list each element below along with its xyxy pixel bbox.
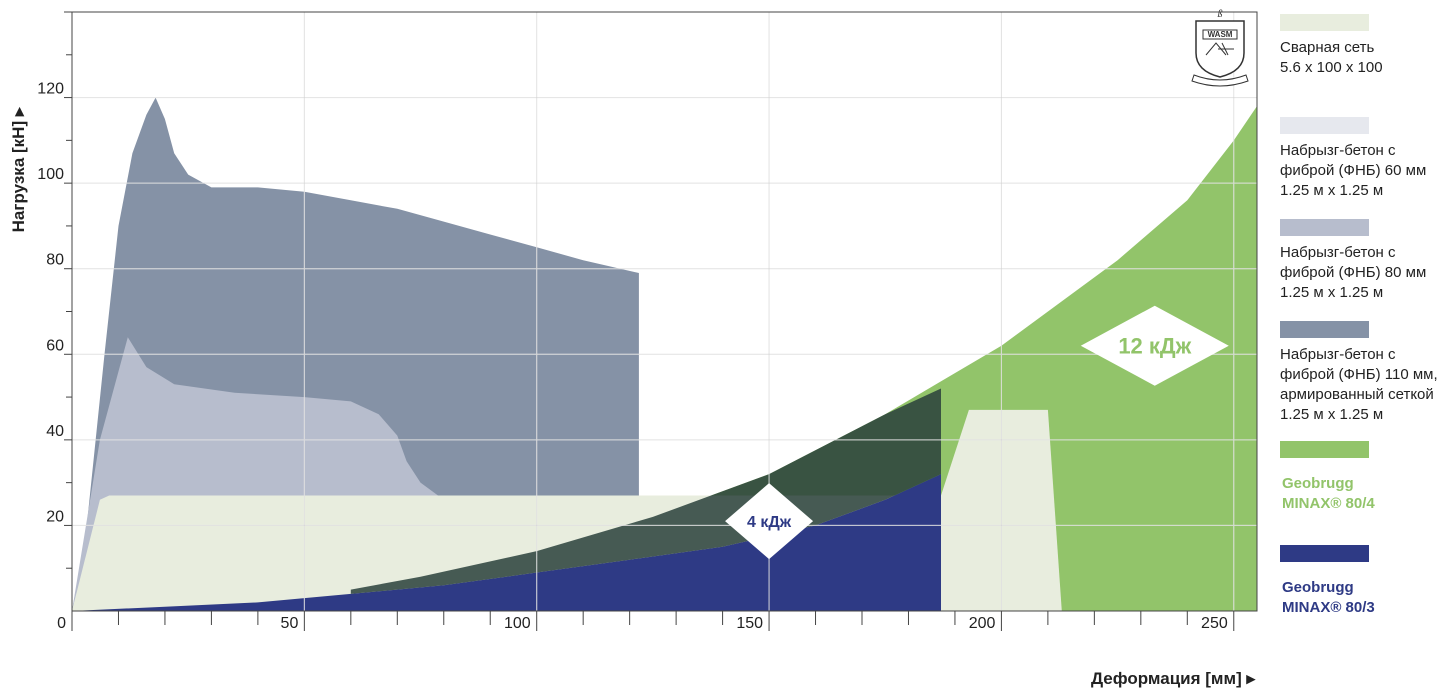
legend-item-minax3: Geobrugg MINAX® 80/3 [1280, 545, 1452, 618]
x-tick-label: 200 [969, 615, 996, 632]
legend-label-line: 1.25 м x 1.25 м [1280, 406, 1384, 423]
legend-item-fnb60: Набрызг-бетон с фиброй (ФНБ) 60 мм 1.25 м … [1280, 117, 1452, 201]
legend-label: Набрызг-бетон с фиброй (ФНБ) 80 мм 1.25 м … [1280, 243, 1452, 303]
legend-swatch [1280, 441, 1369, 458]
legend-label-line: MINAX® 80/3 [1282, 599, 1375, 616]
chart: 0 50 100 150 200 250 20 40 60 80 100 120 4 кДж 12 кД… [9, 9, 1258, 688]
legend-item-fnb110: Набрызг-бетон с фиброй (ФНБ) 110 мм, армир… [1280, 321, 1452, 425]
legend-label: Geobrugg MINAX® 80/4 [1282, 474, 1452, 514]
x-tick-label: 0 [57, 615, 66, 632]
chart-grid [72, 12, 1257, 611]
legend-swatch [1280, 321, 1369, 338]
chart-ticks: 0 50 100 150 200 250 20 40 60 80 100 120 [37, 11, 1235, 632]
y-tick-label: 20 [46, 508, 64, 525]
svg-text:ß: ß [1217, 9, 1223, 20]
legend-label-line: 1.25 м x 1.25 м [1280, 284, 1384, 301]
legend-label-line: MINAX® 80/4 [1282, 495, 1375, 512]
area-minax3 [72, 474, 941, 611]
y-tick-label: 100 [37, 166, 64, 183]
legend-item-fnb80: Набрызг-бетон с фиброй (ФНБ) 80 мм 1.25 м … [1280, 219, 1452, 303]
legend-item-minax4: Geobrugg MINAX® 80/4 [1280, 441, 1452, 514]
legend-label-line: фиброй (ФНБ) 60 мм [1280, 162, 1427, 179]
legend-swatch [1280, 117, 1369, 134]
legend-label-line: Набрызг-бетон с [1280, 142, 1396, 159]
legend-label-line: Geobrugg [1282, 579, 1354, 596]
x-axis-title: Деформация [мм] ▸ [1091, 669, 1257, 688]
annotation-diamond [725, 483, 814, 560]
legend-label-line: Набрызг-бетон с [1280, 346, 1396, 363]
legend-label: Набрызг-бетон с фиброй (ФНБ) 110 мм, армир… [1280, 345, 1452, 425]
legend-swatch [1280, 219, 1369, 236]
annotation-label: 4 кДж [747, 514, 792, 531]
x-tick-label: 250 [1201, 615, 1228, 632]
y-tick-label: 40 [46, 423, 64, 440]
logo-text: WASM [1208, 30, 1233, 39]
legend-label-line: 5.6 x 100 x 100 [1280, 59, 1383, 76]
annotation-diamond [1080, 305, 1229, 386]
legend-label-line: фиброй (ФНБ) 110 мм, [1280, 366, 1438, 383]
y-tick-label: 60 [46, 337, 64, 354]
legend-label: Набрызг-бетон с фиброй (ФНБ) 60 мм 1.25 м … [1280, 141, 1452, 201]
legend-label-line: Сварная сеть [1280, 39, 1375, 56]
wasm-logo: WASM ß [1191, 9, 1249, 87]
y-axis-title: Нагрузка [кН] ▸ [9, 106, 28, 232]
legend-label-line: армированный сеткой [1280, 386, 1434, 403]
area-overlap [350, 388, 941, 594]
legend-label-line: 1.25 м x 1.25 м [1280, 182, 1384, 199]
legend-label-line: фиброй (ФНБ) 80 мм [1280, 264, 1427, 281]
x-tick-label: 150 [736, 615, 763, 632]
y-tick-label: 120 [37, 81, 64, 98]
legend-label-line: Набрызг-бетон с [1280, 244, 1396, 261]
legend-label: Сварная сеть 5.6 x 100 x 100 [1280, 38, 1452, 78]
y-tick-label: 80 [46, 252, 64, 269]
legend-label-line: Geobrugg [1282, 475, 1354, 492]
chart-annotations: 4 кДж 12 кДж [725, 305, 1229, 560]
legend-item-mesh: Сварная сеть 5.6 x 100 x 100 [1280, 14, 1452, 78]
legend-label: Geobrugg MINAX® 80/3 [1282, 578, 1452, 618]
legend-swatch [1280, 545, 1369, 562]
x-tick-label: 50 [281, 615, 299, 632]
x-tick-label: 100 [504, 615, 531, 632]
annotation-label: 12 кДж [1118, 334, 1191, 359]
legend-swatch [1280, 14, 1369, 31]
